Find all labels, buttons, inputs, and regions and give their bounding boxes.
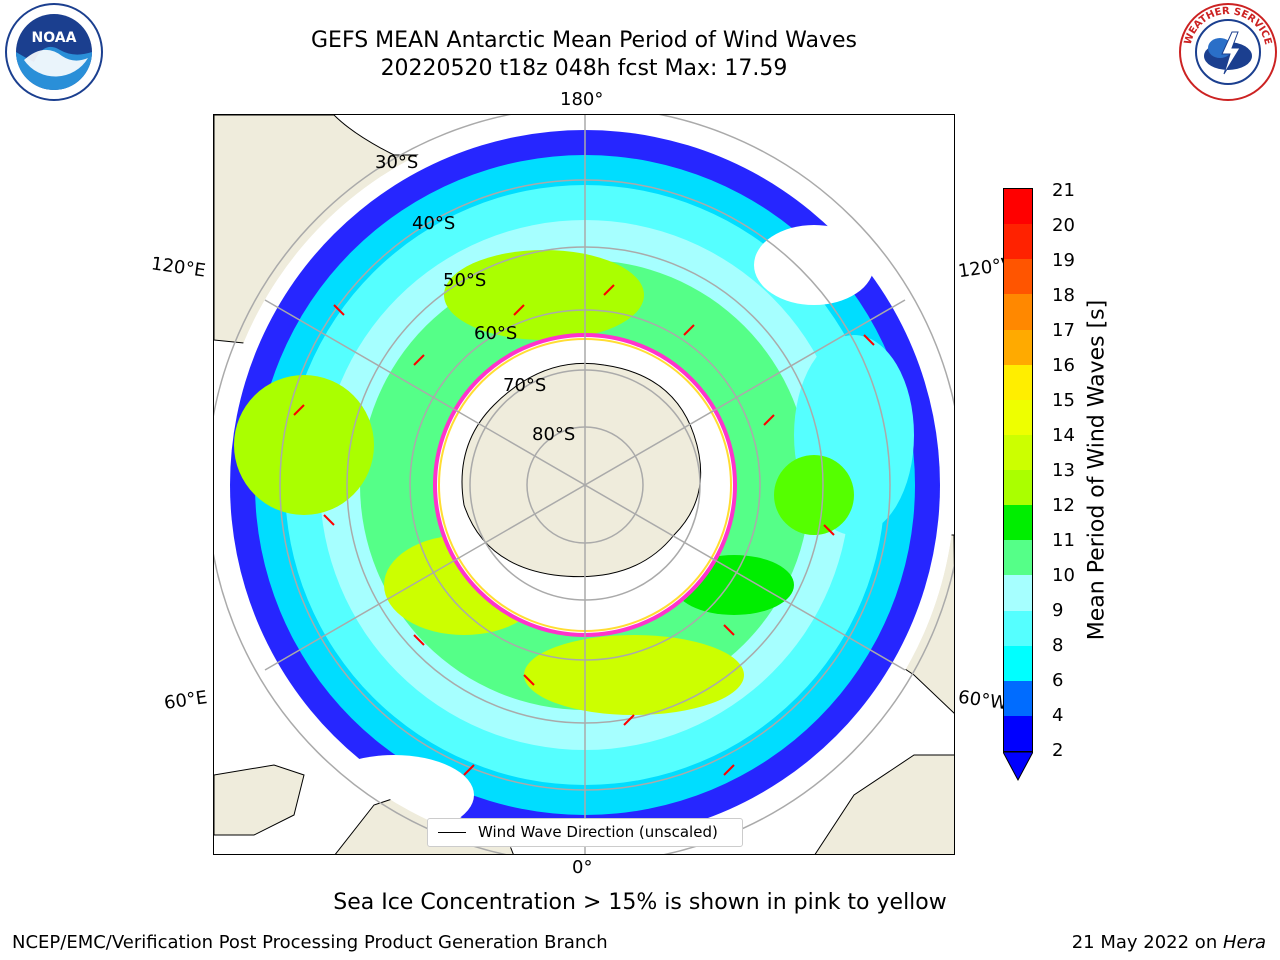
sea-ice-note: Sea Ice Concentration > 15% is shown in … bbox=[333, 890, 947, 915]
map-panel bbox=[213, 114, 955, 855]
cb-tick: 20 bbox=[1052, 215, 1075, 236]
cb-tick: 12 bbox=[1052, 495, 1075, 516]
colorbar bbox=[1003, 188, 1033, 752]
cb-tick: 21 bbox=[1052, 180, 1075, 201]
legend-label: Wind Wave Direction (unscaled) bbox=[478, 823, 718, 841]
cb-tick: 2 bbox=[1052, 740, 1064, 761]
colorbar-extend-arrow bbox=[1003, 752, 1033, 782]
cb-tick: 16 bbox=[1052, 355, 1075, 376]
polar-map bbox=[214, 115, 954, 854]
svg-text:NOAA: NOAA bbox=[32, 30, 77, 46]
cb-tick: 14 bbox=[1052, 425, 1075, 446]
lon-label-60w: 60°W bbox=[956, 686, 1009, 715]
cb-tick: 9 bbox=[1052, 600, 1064, 621]
cb-tick: 11 bbox=[1052, 530, 1075, 551]
footer-date-text: 21 May 2022 on bbox=[1071, 932, 1223, 953]
map-legend: Wind Wave Direction (unscaled) bbox=[427, 818, 743, 847]
lon-label-120e: 120°E bbox=[149, 253, 207, 282]
cb-tick: 19 bbox=[1052, 250, 1075, 271]
lat-label-30s: 30°S bbox=[375, 152, 419, 173]
cb-tick: 18 bbox=[1052, 285, 1075, 306]
footer-host: Hera bbox=[1222, 932, 1266, 953]
cb-tick: 8 bbox=[1052, 635, 1064, 656]
colorbar-title: Mean Period of Wind Waves [s] bbox=[1084, 299, 1110, 641]
cb-tick: 10 bbox=[1052, 565, 1075, 586]
lon-label-180: 180° bbox=[560, 89, 604, 110]
lon-label-0: 0° bbox=[572, 857, 593, 878]
chart-title: GEFS MEAN Antarctic Mean Period of Wind … bbox=[311, 28, 857, 53]
cb-tick: 13 bbox=[1052, 460, 1075, 481]
nws-logo: WEATHER SERVICE bbox=[1179, 3, 1277, 101]
cb-tick: 4 bbox=[1052, 705, 1064, 726]
chart-subtitle: 20220520 t18z 048h fcst Max: 17.59 bbox=[380, 56, 788, 81]
cb-tick: 17 bbox=[1052, 320, 1075, 341]
noaa-logo: NOAA bbox=[5, 3, 103, 101]
cb-tick: 15 bbox=[1052, 390, 1075, 411]
legend-line-swatch bbox=[438, 832, 466, 833]
footer-date: 21 May 2022 on Hera bbox=[1072, 932, 1266, 953]
cb-tick: 6 bbox=[1052, 670, 1064, 691]
footer-credit: NCEP/EMC/Verification Post Processing Pr… bbox=[12, 932, 608, 953]
lat-label-40s: 40°S bbox=[412, 213, 456, 234]
lat-label-80s: 80°S bbox=[532, 424, 576, 445]
lat-label-50s: 50°S bbox=[443, 270, 487, 291]
lon-label-60e: 60°E bbox=[162, 687, 209, 714]
lat-label-60s: 60°S bbox=[474, 323, 518, 344]
lat-label-70s: 70°S bbox=[503, 375, 547, 396]
